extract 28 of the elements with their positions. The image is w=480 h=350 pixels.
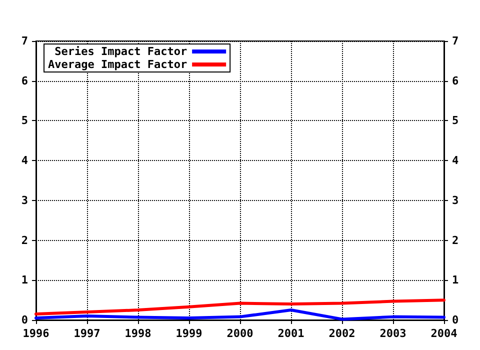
y2-tick-label: 1	[452, 274, 459, 287]
y2-tick-label: 6	[452, 74, 459, 88]
y2-tick-label: 5	[452, 114, 459, 128]
y2-tick-label: 0	[452, 314, 459, 326]
y2-tick-label: 4	[452, 154, 459, 168]
y-tick-label: 4	[21, 154, 28, 168]
y-tick-label: 3	[21, 194, 28, 207]
y-tick-label: 0	[21, 314, 28, 326]
x-tick-label: 2004	[430, 327, 458, 340]
y2-tick-label: 7	[452, 34, 459, 48]
y-tick-label: 7	[21, 34, 28, 48]
x-tick-label: 2002	[328, 327, 356, 340]
y2-tick-label: 2	[452, 234, 459, 247]
y-tick-label: 6	[21, 74, 28, 88]
x-tick-label: 2000	[226, 327, 254, 340]
y2-tick-label: 3	[452, 194, 459, 207]
x-tick-label: 1996	[22, 327, 50, 340]
x-tick-label: 2003	[380, 327, 406, 340]
x-tick-label: 1998	[124, 327, 152, 340]
y-tick-label: 2	[21, 234, 28, 247]
y-tick-label: 5	[21, 114, 28, 128]
line-series	[34, 298, 446, 316]
legend-label: Series Impact Factor	[54, 45, 188, 58]
legend-label: Average Impact Factor	[48, 58, 188, 71]
y-tick-label: 1	[21, 274, 28, 287]
x-tick-label: 1999	[176, 327, 202, 340]
x-tick-label: 1997	[74, 327, 100, 340]
x-tick-label: 2001	[278, 327, 305, 340]
